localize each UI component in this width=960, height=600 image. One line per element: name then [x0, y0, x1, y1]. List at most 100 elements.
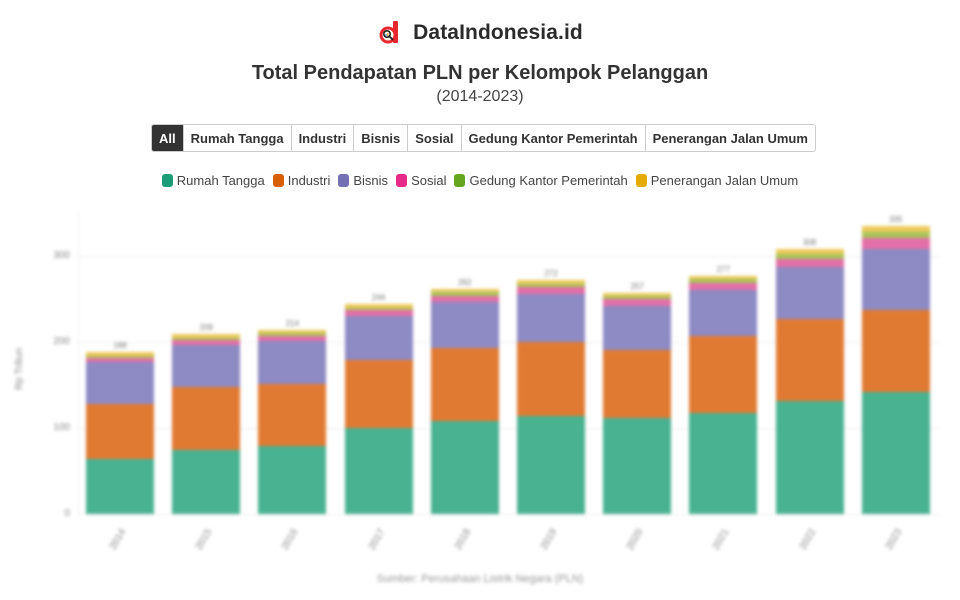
bar-segment[interactable]: [344, 307, 413, 311]
x-tick-label: 2018: [452, 527, 474, 552]
bar-segment[interactable]: [603, 292, 672, 297]
bar-segment[interactable]: [430, 288, 499, 293]
bar-segment[interactable]: [689, 282, 758, 291]
chart-subtitle: (2014-2023): [436, 88, 524, 105]
bar-segment[interactable]: [344, 316, 413, 361]
bar-segment[interactable]: [86, 458, 154, 514]
bar-segment[interactable]: [258, 333, 327, 336]
bar-segment[interactable]: [172, 386, 241, 451]
bar-segment[interactable]: [861, 237, 930, 250]
bar-stack[interactable]: [603, 292, 672, 514]
bar-segment[interactable]: [689, 413, 758, 514]
bar-segment[interactable]: [258, 335, 327, 342]
bar-segment[interactable]: [775, 258, 844, 268]
tab-rumah-tangga[interactable]: Rumah Tangga: [183, 125, 292, 151]
tab-all[interactable]: All: [152, 125, 184, 151]
tab-industri[interactable]: Industri: [291, 125, 355, 151]
bar-segment[interactable]: [86, 358, 154, 362]
bar-segment[interactable]: [861, 225, 930, 232]
bar-segment[interactable]: [861, 391, 930, 514]
bar-segment[interactable]: [86, 403, 154, 459]
legend-item-sosial[interactable]: Sosial: [396, 173, 446, 188]
bar-total-label: 277: [716, 264, 731, 274]
bar-segment[interactable]: [258, 329, 327, 334]
bar-segment[interactable]: [344, 304, 413, 308]
bar-segment[interactable]: [344, 360, 413, 428]
bar-segment[interactable]: [517, 280, 585, 284]
gridline: [78, 514, 940, 515]
bar-segment[interactable]: [430, 295, 499, 302]
tab-penerangan-jalan-umum[interactable]: Penerangan Jalan Umum: [645, 125, 815, 151]
bar-segment[interactable]: [172, 450, 241, 514]
bar-segment[interactable]: [517, 415, 585, 514]
bar-segment[interactable]: [689, 290, 758, 336]
bar-stack[interactable]: [258, 329, 327, 514]
bar-segment[interactable]: [517, 283, 585, 287]
bar-segment[interactable]: [603, 417, 672, 514]
bar-total-label: 244: [371, 293, 386, 303]
legend-label: Industri: [287, 173, 331, 188]
bar-segment[interactable]: [603, 305, 672, 350]
tab-bisnis[interactable]: Bisnis: [354, 125, 409, 151]
bar-total-label: 308: [802, 238, 817, 248]
x-tick-label: 2017: [366, 527, 387, 552]
bar-segment[interactable]: [775, 267, 844, 319]
bar-segment[interactable]: [517, 293, 585, 342]
bar-segment[interactable]: [172, 334, 241, 338]
legend-swatch: [635, 174, 647, 187]
gridline: [78, 256, 940, 257]
legend-item-gedung-kantor-pemerintah[interactable]: Gedung Kantor Pemerintah: [454, 173, 628, 188]
tab-gedung-kantor-pemerintah[interactable]: Gedung Kantor Pemerintah: [461, 125, 646, 151]
bar-stack[interactable]: [172, 334, 241, 514]
chart-legend: Rumah Tangga Industri Bisnis Sosial Gedu…: [0, 173, 960, 188]
bar-segment[interactable]: [861, 231, 930, 238]
bar-segment[interactable]: [430, 292, 499, 296]
bar-segment[interactable]: [603, 296, 672, 299]
bar-stack[interactable]: [344, 304, 413, 514]
legend-item-penerangan-jalan-umum[interactable]: Penerangan Jalan Umum: [635, 173, 798, 188]
bar-segment[interactable]: [430, 348, 499, 422]
bar-segment[interactable]: [258, 341, 327, 385]
bar-total-label: 262: [458, 277, 472, 287]
bar-segment[interactable]: [86, 361, 154, 404]
bar-segment[interactable]: [603, 299, 672, 306]
bar-segment[interactable]: [775, 401, 844, 514]
tab-sosial[interactable]: Sosial: [408, 125, 462, 151]
bar-segment[interactable]: [430, 421, 499, 514]
bar-segment[interactable]: [258, 384, 327, 447]
bar-segment[interactable]: [775, 249, 844, 255]
bar-segment[interactable]: [775, 318, 844, 402]
gridline: [78, 428, 940, 429]
bar-total-label: 335: [889, 214, 903, 224]
bar-segment[interactable]: [344, 310, 413, 317]
bar-stack[interactable]: [861, 225, 930, 514]
legend-item-bisnis[interactable]: Bisnis: [338, 173, 388, 188]
legend-item-industri[interactable]: Industri: [272, 173, 331, 188]
bar-stack[interactable]: [517, 280, 585, 514]
bar-segment[interactable]: [258, 446, 327, 514]
bar-segment[interactable]: [689, 335, 758, 414]
legend-item-rumah-tangga[interactable]: Rumah Tangga: [161, 173, 265, 188]
bar-segment[interactable]: [689, 275, 758, 280]
bar-segment[interactable]: [517, 286, 585, 294]
bar-segment[interactable]: [861, 249, 930, 311]
bar-stack[interactable]: [775, 249, 844, 514]
bar-segment[interactable]: [172, 344, 241, 387]
bar-segment[interactable]: [430, 301, 499, 349]
y-tick-label: 100: [53, 422, 70, 433]
bar-segment[interactable]: [603, 349, 672, 418]
bar-segment[interactable]: [86, 352, 154, 356]
bar-segment[interactable]: [344, 427, 413, 514]
bar-segment[interactable]: [517, 342, 585, 416]
bar-segment[interactable]: [689, 279, 758, 283]
bar-segment[interactable]: [861, 310, 930, 392]
legend-label: Sosial: [411, 173, 447, 188]
bar-stack[interactable]: [430, 288, 499, 514]
bar-segment[interactable]: [775, 254, 844, 259]
bar-stack[interactable]: [689, 275, 758, 514]
legend-label: Bisnis: [353, 173, 389, 188]
bar-segment[interactable]: [172, 337, 241, 341]
bar-segment[interactable]: [86, 355, 154, 359]
bar-stack[interactable]: [86, 352, 154, 514]
bar-segment[interactable]: [172, 340, 241, 345]
